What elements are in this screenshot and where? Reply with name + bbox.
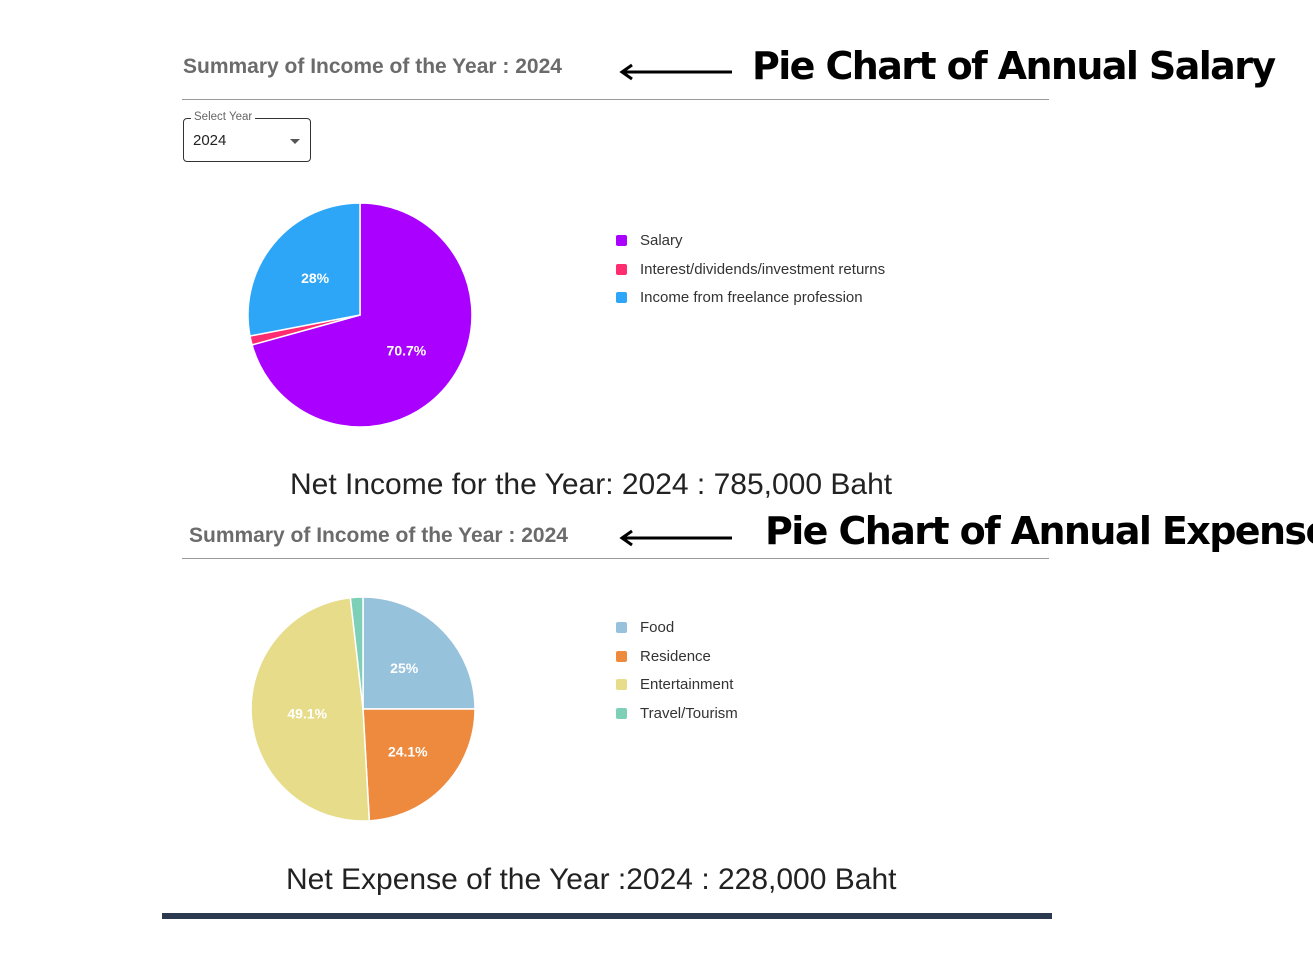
pie-slice-travel-tourism [349, 596, 364, 710]
legend-swatch [616, 707, 627, 719]
expense-divider [182, 558, 1049, 559]
net-income-text: Net Income for the Year: 2024 : 785,000 … [290, 468, 893, 501]
income-arrow-icon [619, 63, 732, 81]
legend-label: Travel/Tourism [640, 704, 738, 722]
legend-label: Interest/dividends/investment returns [640, 260, 886, 278]
bottom-bar [162, 913, 1052, 919]
year-select-label: Select Year [191, 111, 256, 123]
expense-arrow-icon [619, 529, 732, 547]
pie-slice-entertainment [250, 596, 371, 822]
income-pie-chart: 70.7% 28% [247, 202, 473, 428]
pie-slice-salary [251, 202, 473, 428]
legend-label: Salary [640, 232, 683, 249]
expense-pie-chart: 25% 24.1% 49.1% [250, 596, 476, 822]
income-divider [182, 99, 1049, 100]
year-select[interactable]: Select Year 2024 [183, 111, 311, 162]
pie-slice-income-from-freelance-profession [247, 202, 361, 337]
income-section-title: Summary of Income of the Year : 2024 [183, 55, 562, 78]
net-expense-text: Net Expense of the Year :2024 : 228,000 … [286, 863, 897, 896]
legend-label: Entertainment [640, 676, 734, 693]
legend-swatch [616, 292, 627, 303]
pie-data-label: 24.1% [388, 743, 428, 759]
legend-swatch [616, 622, 627, 633]
expense-section-title: Summary of Income of the Year : 2024 [189, 524, 568, 547]
legend-swatch [616, 263, 627, 275]
pie-slice-residence [362, 708, 476, 822]
legend-label: Income from freelance profession [640, 289, 863, 306]
pie-data-label: 49.1% [287, 706, 327, 722]
pie-data-label: 25% [390, 660, 419, 676]
income-annotation: Pie Chart of Annual Salary [752, 44, 1276, 88]
legend-label: Residence [640, 647, 711, 665]
year-select-value: 2024 [193, 132, 227, 149]
pie-data-label: 28% [301, 270, 330, 286]
legend-label: Food [640, 619, 675, 636]
legend-swatch [616, 650, 627, 662]
pie-data-label: 70.7% [387, 342, 427, 358]
legend-swatch [616, 679, 627, 690]
expense-annotation: Pie Chart of Annual Expense [765, 509, 1313, 553]
legend-swatch [616, 235, 627, 246]
chevron-down-icon [290, 139, 300, 144]
pie-slice-food [362, 596, 476, 710]
